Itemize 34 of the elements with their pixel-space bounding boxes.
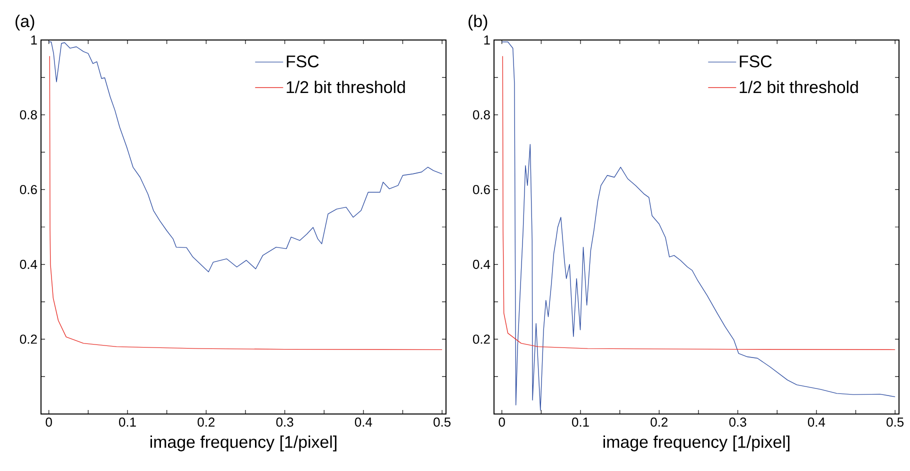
x-tick-label: 0 xyxy=(46,418,52,427)
x-tick-label: 0.2 xyxy=(198,418,214,427)
chart-title: (b) xyxy=(468,14,488,30)
y-tick-label: 1 xyxy=(31,36,37,44)
legend-label: 1/2 bit threshold xyxy=(286,80,405,94)
x-tick-label: 0.1 xyxy=(119,418,136,427)
x-tick-label: 0 xyxy=(498,418,505,427)
x-tick-label: 0.5 xyxy=(434,418,451,427)
y-tick-label: 0.4 xyxy=(472,260,490,269)
y-tick-label: 0.8 xyxy=(472,110,490,120)
x-tick-label: 0.1 xyxy=(572,418,589,427)
y-tick-label: 0.6 xyxy=(20,185,37,194)
x-tick-label: 0.4 xyxy=(354,418,372,427)
line-series xyxy=(502,56,896,350)
line-series xyxy=(502,42,896,411)
x-tick-label: 0.3 xyxy=(276,418,294,427)
y-tick-label: 0.2 xyxy=(20,334,37,344)
legend-label: FSC xyxy=(740,55,772,68)
legend-label: FSC xyxy=(286,55,319,68)
x-tick-label: 0.4 xyxy=(808,418,826,427)
x-tick-label: 0.5 xyxy=(886,418,904,427)
chart-title: (a) xyxy=(16,14,34,30)
y-tick-label: 0.8 xyxy=(20,110,37,120)
y-tick-label: 1 xyxy=(484,36,490,44)
x-axis-title: image frequency [1/pixel] xyxy=(150,436,336,452)
x-axis-title: image frequency [1/pixel] xyxy=(604,436,790,452)
legend-label: 1/2 bit threshold xyxy=(740,80,858,94)
x-tick-label: 0.3 xyxy=(729,418,746,427)
line-series xyxy=(49,56,442,350)
line-series xyxy=(48,42,442,272)
y-tick-label: 0.2 xyxy=(472,334,490,344)
y-tick-label: 0.6 xyxy=(472,185,490,194)
y-tick-label: 0.4 xyxy=(20,260,38,269)
x-tick-label: 0.2 xyxy=(650,418,668,427)
